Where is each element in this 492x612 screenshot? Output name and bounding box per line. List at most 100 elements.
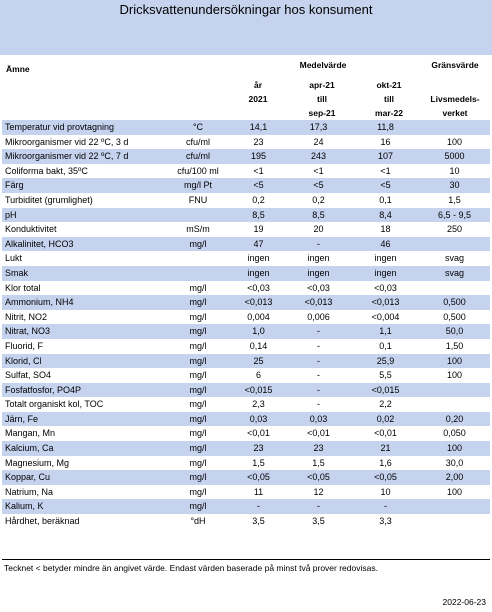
row-value: 1,5 xyxy=(252,457,265,468)
row-value: <5 xyxy=(232,178,285,193)
header-medelvarde: Medelvärde xyxy=(299,60,347,70)
row-unit: mg/l xyxy=(164,382,232,398)
row-name: Totalt organiskt kol, TOC xyxy=(5,399,104,410)
row-unit: mg/l xyxy=(189,399,207,410)
row-value: 3,5 xyxy=(312,516,325,527)
row-unit: mg/l xyxy=(164,470,232,485)
table-row: Kalcium, Ca mg/l 23 23 21 100 xyxy=(2,441,490,456)
row-value: 19 xyxy=(253,224,264,235)
row-value: 3,3 xyxy=(379,516,392,527)
row-unit: mg/l xyxy=(189,311,207,322)
row-value: 8,5 xyxy=(232,207,285,223)
row-limit xyxy=(419,514,490,529)
row-value: <0,01 xyxy=(247,428,270,439)
row-value: 24 xyxy=(313,136,324,147)
table-row: Sulfat, SO4 mg/l 6 - 5,5 100 xyxy=(2,368,490,383)
row-unit: mg/l xyxy=(164,236,232,252)
row-value: <0,03 xyxy=(374,282,397,293)
table-row: Mikroorganismer vid 22 ºC, 7 d cfu/ml 195 2… xyxy=(2,149,490,164)
row-unit: mg/l xyxy=(164,411,232,427)
table-row: Koppar, Cu mg/l <0,05 <0,05 <0,05 2,00 xyxy=(2,470,490,485)
page-title: Dricksvattenundersökningar hos konsument xyxy=(119,2,373,17)
row-name: Coliforma bakt, 35ºC xyxy=(5,165,88,176)
row-limit: 5000 xyxy=(419,149,490,164)
row-value: ingen xyxy=(285,265,352,281)
row-value: 0,14 xyxy=(249,340,268,351)
row-value: 1,1 xyxy=(352,324,419,339)
row-unit: mg/l xyxy=(189,457,207,468)
row-name: Alkalinitet, HCO3 xyxy=(2,236,164,252)
row-name: Klor total xyxy=(5,282,41,293)
row-value: - xyxy=(285,324,352,339)
table-row: Totalt organiskt kol, TOC mg/l 2,3 - 2,2 xyxy=(2,397,490,412)
row-name: Kalium, K xyxy=(2,499,164,515)
row-value: 0,03 xyxy=(232,411,285,427)
row-value: <0,015 xyxy=(352,382,419,398)
row-value: ingen xyxy=(374,253,397,264)
row-value: <5 xyxy=(285,178,352,193)
row-value: - xyxy=(285,382,352,398)
table-row: Konduktivitet mS/m 19 20 18 250 xyxy=(2,222,490,237)
row-value: 21 xyxy=(352,441,419,456)
row-limit: 0,500 xyxy=(443,311,466,322)
row-name: Natrium, Na xyxy=(5,486,54,497)
row-value: ingen xyxy=(247,253,270,264)
row-unit: mg/l xyxy=(164,324,232,339)
row-value: 46 xyxy=(352,236,419,252)
row-value: - xyxy=(352,499,419,515)
row-name: Smak xyxy=(2,265,164,281)
row-value: 243 xyxy=(285,149,352,164)
row-name: Magnesium, Mg xyxy=(5,457,70,468)
row-name: Fosfatfosfor, PO4P xyxy=(2,382,164,398)
table-row: Hårdhet, beräknad °dH 3,5 3,5 3,3 xyxy=(2,514,490,529)
row-unit: cfu/ml xyxy=(185,136,210,147)
row-limit: svag xyxy=(419,265,490,281)
row-value: 14,1 xyxy=(232,120,285,135)
table-row: Järn, Fe mg/l 0,03 0,03 0,02 0,20 xyxy=(2,411,490,427)
row-name: Turbiditet (grumlighet) xyxy=(5,194,93,205)
row-value: <0,013 xyxy=(232,295,285,310)
row-limit: 30,0 xyxy=(445,457,464,468)
row-unit xyxy=(164,251,232,266)
row-limit: 30 xyxy=(419,178,490,193)
row-name: Koppar, Cu xyxy=(2,470,164,485)
row-value: 11,8 xyxy=(352,120,419,135)
row-unit: mg/l xyxy=(164,295,232,310)
row-limit: svag xyxy=(444,253,464,264)
row-unit: °C xyxy=(164,120,232,135)
row-limit xyxy=(419,281,490,296)
row-name: Lukt xyxy=(5,253,23,264)
table-row: pH 8,5 8,5 8,4 6,5 - 9,5 xyxy=(2,207,490,223)
row-limit: 250 xyxy=(446,224,463,235)
row-value: - xyxy=(317,370,320,381)
row-limit: 0,050 xyxy=(443,428,466,439)
row-value: 2,2 xyxy=(379,399,392,410)
row-name: Hårdhet, beräknad xyxy=(5,516,80,527)
row-name: Fluorid, F xyxy=(5,340,44,351)
row-value: <0,013 xyxy=(285,295,352,310)
row-value: 8,4 xyxy=(352,207,419,223)
row-value: <0,05 xyxy=(352,470,419,485)
row-value: 17,3 xyxy=(285,120,352,135)
row-name: Temperatur vid provtagning xyxy=(2,120,164,135)
report-date: 2022-06-23 xyxy=(442,597,486,607)
table-row: Coliforma bakt, 35ºC cfu/100 ml <1 <1 <1 10 xyxy=(2,164,490,179)
table-row: Mangan, Mn mg/l <0,01 <0,01 <0,01 0,050 xyxy=(2,426,490,441)
row-limit: 50,0 xyxy=(419,324,490,339)
row-value: 16 xyxy=(380,136,391,147)
row-value: 1,6 xyxy=(379,457,392,468)
row-limit: 100 xyxy=(446,370,463,381)
row-limit: 100 xyxy=(419,441,490,456)
row-value: 5,5 xyxy=(379,370,392,381)
row-value: 2,3 xyxy=(252,399,265,410)
row-name: Mikroorganismer vid 22 ºC, 3 d xyxy=(5,136,129,147)
row-value: 3,5 xyxy=(252,516,265,527)
row-value: 12 xyxy=(313,486,324,497)
row-unit: mg/l xyxy=(189,428,207,439)
row-value: 23 xyxy=(232,441,285,456)
row-value: - xyxy=(317,399,320,410)
row-value: - xyxy=(317,340,320,351)
table-row: Smak ingen ingen ingen svag xyxy=(2,265,490,281)
table-row: Ammonium, NH4 mg/l <0,013 <0,013 <0,013 0,500 xyxy=(2,295,490,310)
row-value: 0,2 xyxy=(312,194,325,205)
